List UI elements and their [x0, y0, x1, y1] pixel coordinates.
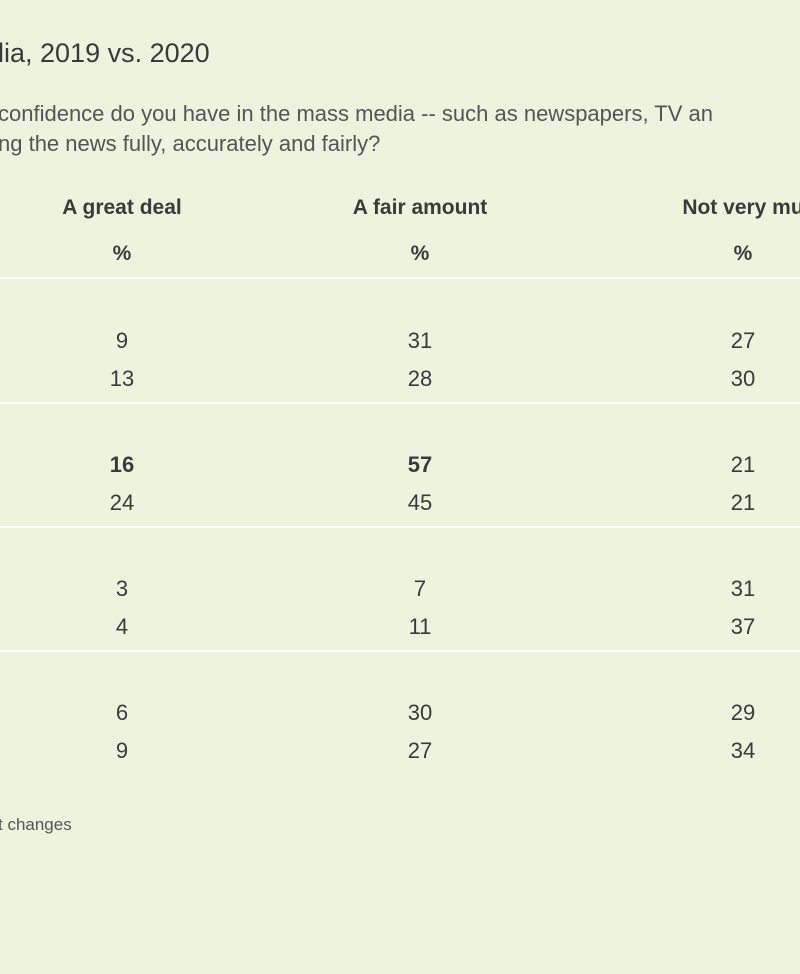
unit-label: % — [410, 242, 430, 265]
table-cell: 31 — [407, 328, 433, 353]
table-cell: 34 — [730, 738, 756, 763]
table-cell: 37 — [730, 614, 756, 639]
divider — [0, 402, 800, 404]
divider — [0, 650, 800, 652]
unit-label: % — [112, 242, 132, 265]
table-cell: 45 — [407, 490, 433, 515]
table-cell: 31 — [730, 576, 756, 601]
table-cell: 9 — [115, 738, 129, 763]
question-line-1: confidence do you have in the mass media… — [0, 101, 713, 126]
table-cell: 7 — [413, 576, 427, 601]
table-cell: 21 — [730, 490, 756, 515]
table-cell: 29 — [730, 700, 756, 725]
divider — [0, 526, 800, 528]
table-cell: 28 — [407, 366, 433, 391]
unit-label: % — [733, 242, 753, 265]
table-cell: 11 — [408, 614, 432, 639]
column-header-great-deal: A great deal — [62, 196, 182, 219]
table-cell: 27 — [407, 738, 433, 763]
table-cell: 30 — [730, 366, 756, 391]
table-cell: 13 — [109, 366, 135, 391]
column-header-fair-amount: A fair amount — [352, 196, 488, 219]
table-cell: 16 — [109, 452, 135, 477]
column-header-not-very-much: Not very mu — [682, 196, 800, 219]
table-cell: 27 — [730, 328, 756, 353]
table-cell: 21 — [730, 452, 756, 477]
divider — [0, 277, 800, 279]
table-cell: 3 — [115, 576, 129, 601]
table-cell: 6 — [115, 700, 129, 725]
footnote: t changes — [0, 815, 72, 834]
table-cell: 57 — [407, 452, 433, 477]
table-title: lia, 2019 vs. 2020 — [0, 38, 210, 68]
question-line-2: ng the news fully, accurately and fairly… — [0, 131, 381, 156]
table-cell: 4 — [115, 614, 129, 639]
table-cell: 9 — [115, 328, 129, 353]
table-cell: 24 — [109, 490, 135, 515]
table-cell: 30 — [407, 700, 433, 725]
